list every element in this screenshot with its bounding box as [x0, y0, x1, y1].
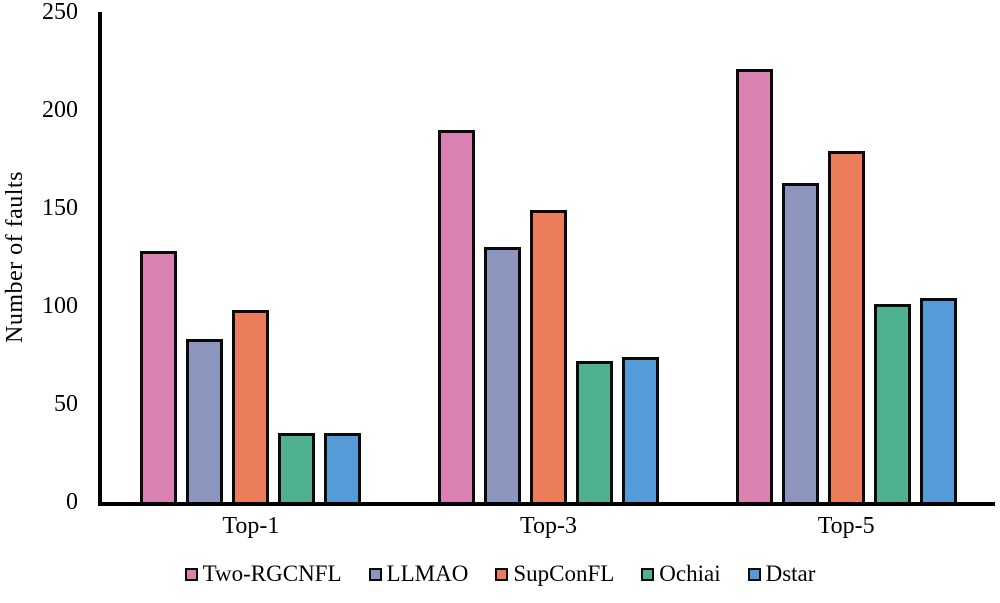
y-tick-label-200: 200 [42, 97, 78, 123]
legend-label: Two-RGCNFL [202, 561, 342, 586]
plot-area [98, 12, 995, 506]
y-tick-label-250: 250 [42, 0, 78, 25]
legend-swatch-icon [495, 567, 509, 581]
legend-swatch-icon [184, 567, 198, 581]
y-axis-ticks: 0 50 100 150 200 250 [0, 0, 78, 515]
y-tick-label-100: 100 [42, 293, 78, 319]
bar-two-rgcnfl-top-1 [140, 251, 178, 502]
legend-swatch-icon [641, 567, 655, 581]
bar-two-rgcnfl-top-5 [735, 69, 773, 502]
bar-group-top-3 [400, 12, 698, 502]
bar-dstar-top-5 [919, 298, 957, 502]
legend-swatch-icon [747, 567, 761, 581]
chart-legend: Two-RGCNFL LLMAO SupConFL Ochiai Dstar [0, 561, 1000, 587]
x-tick-label-top-5: Top-5 [817, 513, 875, 539]
bar-dstar-top-1 [324, 433, 362, 502]
legend-label: SupConFL [513, 561, 615, 586]
bar-group-top-1 [102, 12, 400, 502]
x-axis-labels: Top-1 Top-3 Top-5 [102, 513, 995, 540]
legend-item-two-rgcnfl: Two-RGCNFL [184, 561, 342, 587]
x-tick-label-top-1: Top-1 [222, 513, 280, 539]
bar-llmao-top-5 [781, 183, 819, 502]
y-tick-label-50: 50 [54, 391, 78, 417]
legend-item-ochiai: Ochiai [641, 561, 721, 587]
bar-llmao-top-1 [186, 339, 224, 502]
legend-swatch-icon [368, 567, 382, 581]
legend-label: LLMAO [386, 561, 469, 586]
bar-ochiai-top-5 [873, 304, 911, 502]
bar-ochiai-top-1 [278, 433, 316, 502]
bar-group-top-5 [697, 12, 995, 502]
bar-two-rgcnfl-top-3 [438, 130, 475, 502]
legend-item-supconfl: SupConFL [495, 561, 614, 587]
y-tick-label-0: 0 [66, 489, 78, 515]
legend-item-dstar: Dstar [747, 561, 816, 587]
y-tick-label-150: 150 [42, 195, 78, 221]
bar-llmao-top-3 [484, 247, 521, 502]
x-tick-label-top-3: Top-3 [520, 513, 577, 539]
bar-dstar-top-3 [622, 357, 659, 502]
bar-ochiai-top-3 [576, 361, 613, 502]
bar-supconfl-top-3 [530, 210, 567, 502]
legend-label: Dstar [765, 561, 816, 586]
bar-supconfl-top-1 [232, 310, 270, 502]
legend-item-llmao: LLMAO [368, 561, 469, 587]
legend-label: Ochiai [659, 561, 721, 586]
bar-supconfl-top-5 [827, 151, 865, 502]
